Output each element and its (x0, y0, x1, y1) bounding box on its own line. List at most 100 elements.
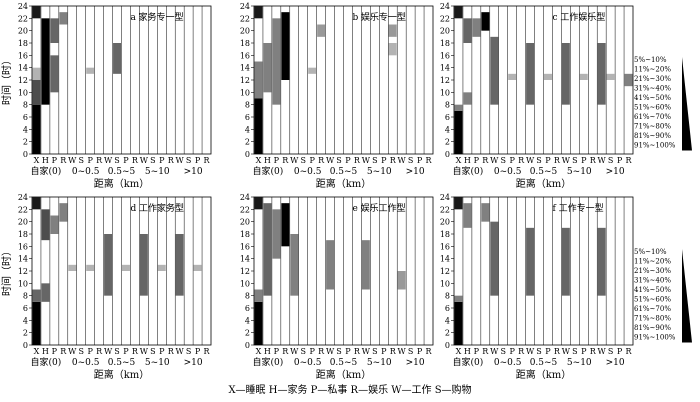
category-label: S (114, 347, 119, 356)
category-label: R (554, 156, 561, 165)
y-tick-label: 4 (245, 316, 250, 325)
category-label: W (398, 156, 407, 165)
category-label: P (195, 156, 201, 165)
activity-block (481, 203, 490, 222)
activity-block (561, 43, 570, 105)
activity-block (193, 264, 202, 271)
category-label: X (34, 347, 40, 356)
distance-group-label: 5~10 (145, 167, 170, 177)
legend-label: 41%~50% (634, 94, 671, 102)
activity-block (68, 264, 77, 271)
category-label: S (372, 347, 377, 356)
y-tick-label: 6 (245, 304, 250, 313)
category-label: H (42, 156, 49, 165)
category-label: R (354, 156, 361, 165)
distance-group-label: 5~10 (367, 167, 392, 177)
x-axis-label: 距离（km） (94, 177, 150, 190)
category-label: W (562, 156, 571, 165)
y-tick-label: 8 (445, 292, 450, 301)
distance-group-label: 自家(0) (453, 165, 484, 177)
category-label: S (114, 156, 119, 165)
activity-block (32, 197, 41, 210)
category-label: W (140, 156, 149, 165)
activity-block (463, 18, 472, 43)
activity-block (139, 234, 148, 296)
activity-block (32, 6, 41, 19)
legend-label: 91%~100% (634, 142, 676, 150)
category-label: R (590, 156, 597, 165)
legend-label: 61%~70% (634, 113, 671, 121)
distance-group-label: 5~10 (367, 358, 392, 368)
x-axis-label: 距离（km） (316, 368, 372, 381)
y-tick-label: 8 (245, 292, 250, 301)
category-label: R (96, 347, 103, 356)
activity-block (254, 61, 263, 99)
y-tick-label: 10 (440, 279, 450, 288)
activity-block (59, 203, 68, 222)
activity-block (254, 289, 263, 302)
activity-block (41, 18, 50, 105)
category-label: S (408, 156, 413, 165)
distance-group-label: 5~10 (567, 167, 592, 177)
x-axis-label: 距离（km） (516, 368, 572, 381)
category-label: W (104, 156, 113, 165)
category-label: P (509, 156, 515, 165)
category-label: R (282, 156, 289, 165)
figure-caption: X—睡眠 H—家务 P—私事 R—娱乐 W—工作 S—购物 (228, 385, 472, 396)
category-label: S (150, 156, 155, 165)
category-label: P (87, 156, 93, 165)
distance-group-label: 5~10 (145, 358, 170, 368)
y-tick-label: 6 (445, 304, 450, 313)
category-label: S (572, 347, 577, 356)
category-label: W (290, 156, 299, 165)
category-label: P (545, 347, 551, 356)
y-tick-label: 24 (440, 2, 450, 11)
category-label: R (282, 347, 289, 356)
category-label: S (336, 347, 341, 356)
activity-block (481, 12, 490, 31)
category-label: P (581, 156, 587, 165)
activity-block (490, 36, 499, 105)
y-tick-label: 18 (240, 230, 250, 239)
y-tick-label: 12 (18, 76, 28, 85)
category-label: W (598, 156, 607, 165)
legend-label: 71%~80% (634, 123, 671, 131)
category-label: R (390, 347, 397, 356)
y-tick-label: 24 (440, 193, 450, 202)
legend-label: 5%~10% (634, 248, 667, 256)
y-tick-label: 0 (23, 341, 28, 350)
category-label: X (456, 347, 462, 356)
legend-label: 81%~90% (634, 324, 671, 332)
category-label: H (42, 347, 49, 356)
y-tick-label: 16 (440, 51, 450, 60)
category-label: S (608, 156, 613, 165)
category-label: X (456, 156, 462, 165)
y-tick-label: 0 (445, 150, 450, 159)
y-tick-label: 18 (18, 39, 28, 48)
category-label: X (34, 156, 40, 165)
y-tick-label: 2 (245, 138, 250, 147)
y-tick-label: 8 (445, 101, 450, 110)
category-label: S (500, 156, 505, 165)
y-tick-label: 0 (245, 341, 250, 350)
distance-group-label: 0.5~5 (530, 358, 558, 368)
y-tick-label: 20 (18, 218, 28, 227)
y-tick-label: 8 (23, 101, 28, 110)
category-label: R (132, 347, 139, 356)
y-tick-label: 20 (240, 218, 250, 227)
y-tick-label: 18 (18, 230, 28, 239)
category-label: R (518, 347, 525, 356)
y-tick-label: 18 (240, 39, 250, 48)
legend-label: 61%~70% (634, 305, 671, 313)
category-label: P (581, 347, 587, 356)
activity-block (526, 43, 535, 105)
y-tick-label: 22 (18, 14, 28, 23)
category-label: P (617, 156, 623, 165)
activity-block (32, 289, 41, 302)
category-label: H (264, 347, 271, 356)
distance-group-label: 0~0.5 (294, 167, 322, 177)
activity-block (454, 295, 463, 302)
category-label: P (159, 156, 165, 165)
category-label: R (168, 347, 175, 356)
distance-group-label: >10 (184, 167, 203, 177)
